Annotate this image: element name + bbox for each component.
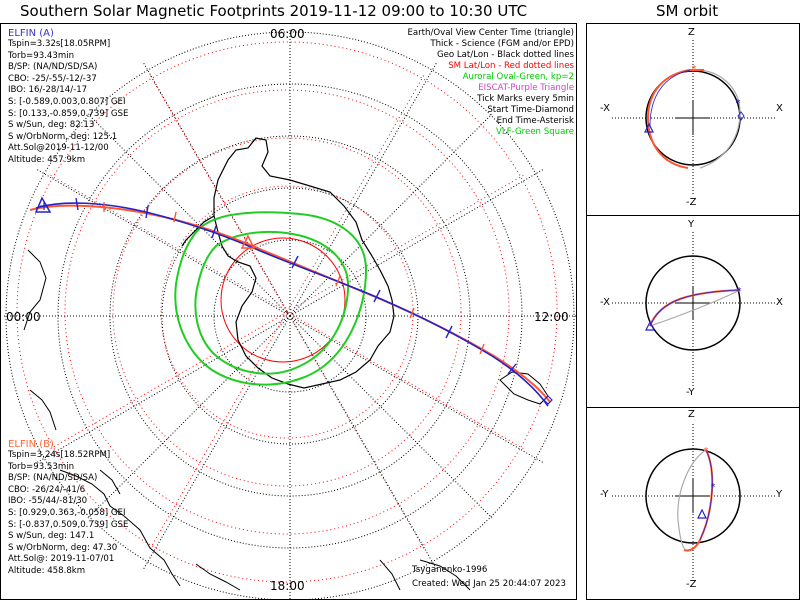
- legend-item: Tick Marks every 5min: [477, 94, 574, 104]
- elfin-a-line: IBO: 16/-28/14/-17: [8, 85, 88, 96]
- elfin-a-line: Att.Sol@2019-11-12/00: [8, 143, 109, 154]
- sm1-left-label: -X: [600, 103, 610, 114]
- elfin-a-line: B/SP: (NA/ND/SD/SA): [8, 62, 98, 73]
- antarctica-coastline: [213, 137, 395, 389]
- elfin-a-line: S w/OrbNorm, deg: 125.1: [8, 131, 118, 142]
- sm-panel-xz: * *: [612, 40, 776, 196]
- elfin-b-name: ELFIN (B): [8, 439, 54, 450]
- polar-map: [4, 30, 576, 599]
- legend-item: SM Lat/Lon - Red dotted lines: [448, 61, 574, 71]
- legend-item: VLF-Green Square: [495, 127, 574, 137]
- sm2-left-label: -X: [600, 297, 610, 308]
- elfin-a-line: Tspin=3.32s[18.05RPM]: [8, 39, 111, 49]
- elfin-b-lines: Tspin=3.24s[18.52RPM] Torb=93.53min B/SP: …: [8, 450, 128, 578]
- elfin-b-info: ELFIN (B) Tspin=3.24s[18.52RPM] Torb=93.5…: [8, 440, 128, 578]
- sm2-right-label: X: [776, 297, 783, 308]
- sm-meridians: [49, 74, 525, 550]
- legend: Earth/Oval View Center Time (triangle) Th…: [407, 28, 574, 138]
- sm3-bottom-label: -Z: [686, 579, 697, 590]
- auroral-oval-outer: [174, 211, 368, 386]
- sm-inner-circle: [220, 237, 346, 363]
- elfin-a-line: CBO: -25/-55/-12/-37: [8, 73, 97, 84]
- antarctic-peninsula: [181, 215, 215, 247]
- svg-text:*: *: [711, 482, 716, 493]
- sm-orbit-title: SM orbit: [656, 2, 719, 20]
- elfin-a-line: Altitude: 457.9km: [8, 154, 86, 165]
- created-label: Created: Wed Jan 25 20:44:07 2023: [412, 579, 566, 589]
- legend-item: Start Time-Diamond: [487, 105, 574, 115]
- sm1-bottom-label: -Z: [686, 197, 697, 208]
- time-label-top: 06:00: [270, 27, 305, 41]
- elfin-a-line: S: [0.133,-0.859,0.739] GSE: [8, 108, 129, 119]
- figure-title: Southern Solar Magnetic Footprints 2019-…: [20, 2, 528, 20]
- elfin-a-center-triangle: [34, 196, 52, 213]
- elfin-a-end-asterisk: [40, 202, 48, 210]
- elfin-b-line: Altitude: 458.8km: [8, 565, 86, 576]
- elfin-b-ticks: [103, 202, 485, 355]
- south-america-coast: [23, 249, 181, 587]
- elfin-b-line: B/SP: (NA/ND/SD/SA): [8, 473, 98, 484]
- sm3-left-label: -Y: [600, 489, 609, 500]
- svg-text:*: *: [736, 98, 741, 109]
- elfin-b-line: S w/Sun, deg: 147.1: [8, 531, 95, 542]
- legend-item: End Time-Asterisk: [496, 116, 574, 126]
- elfin-a-line: Torb=93.43min: [8, 50, 75, 61]
- elfin-a-track: [35, 202, 549, 407]
- legend-item: Thick - Science (FGM and/or EPD): [430, 39, 574, 49]
- legend-item: Geo Lat/Lon - Black dotted lines: [436, 50, 574, 60]
- legend-item: Auroral Oval-Green, kp=2: [462, 72, 574, 82]
- elfin-a-name: ELFIN (A): [8, 28, 54, 39]
- sm-panel-xy: *: [612, 232, 776, 388]
- sm1-top-label: Z: [688, 27, 695, 38]
- svg-text:*: *: [737, 286, 742, 297]
- svg-text:*: *: [692, 64, 697, 75]
- elfin-a-start-diamond: [543, 395, 553, 405]
- sm3-right-label: Y: [776, 489, 783, 500]
- elfin-a-line: S: [-0.589,0.003,0.807] GEI: [8, 96, 126, 107]
- time-label-bottom: 18:00: [270, 579, 305, 593]
- svg-text:*: *: [704, 446, 709, 457]
- sm3-top-label: Z: [688, 409, 695, 420]
- legend-item: Earth/Oval View Center Time (triangle): [407, 28, 574, 38]
- elfin-a-info: ELFIN (A) Tspin=3.32s[18.05RPM] Torb=93.4…: [8, 29, 128, 167]
- time-label-right: 12:00: [534, 310, 569, 324]
- continent-fragments: [99, 469, 471, 591]
- elfin-a-ticks: [75, 197, 517, 375]
- elfin-b-line: S: [0.929,0.363,-0.058] GEI: [8, 507, 126, 518]
- sm-panel-yz: * *: [612, 424, 776, 580]
- sm1-right-label: X: [776, 103, 783, 114]
- time-label-left: 00:00: [6, 310, 41, 324]
- elfin-b-line: S: [-0.837,0.509,0.739] GSE: [8, 519, 129, 530]
- legend-item: EISCAT-Purple Triangle: [478, 83, 574, 93]
- elfin-a-lines: Tspin=3.32s[18.05RPM] Torb=93.43min B/SP: …: [8, 39, 128, 167]
- sm2-top-label: Y: [688, 219, 695, 230]
- model-label: Tsyganenko-1996: [412, 565, 488, 575]
- elfin-b-line: Tspin=3.24s[18.52RPM]: [8, 450, 111, 460]
- auroral-oval-inner: [194, 230, 350, 375]
- elfin-b-center-triangle: [240, 234, 256, 249]
- elfin-b-line: S w/OrbNorm, deg: 47.30: [8, 542, 118, 553]
- elfin-a-line: S w/Sun, deg: 82.13: [8, 120, 95, 131]
- sm2-bottom-label: -Y: [686, 387, 695, 398]
- elfin-b-line: IBO: -55/44/-81/30: [8, 496, 88, 507]
- elfin-b-line: CBO: -26/24/-41/6: [8, 484, 86, 495]
- elfin-b-line: Att.Sol@: 2019-11-07/01: [8, 554, 115, 565]
- elfin-b-line: Torb=93.53min: [8, 461, 75, 472]
